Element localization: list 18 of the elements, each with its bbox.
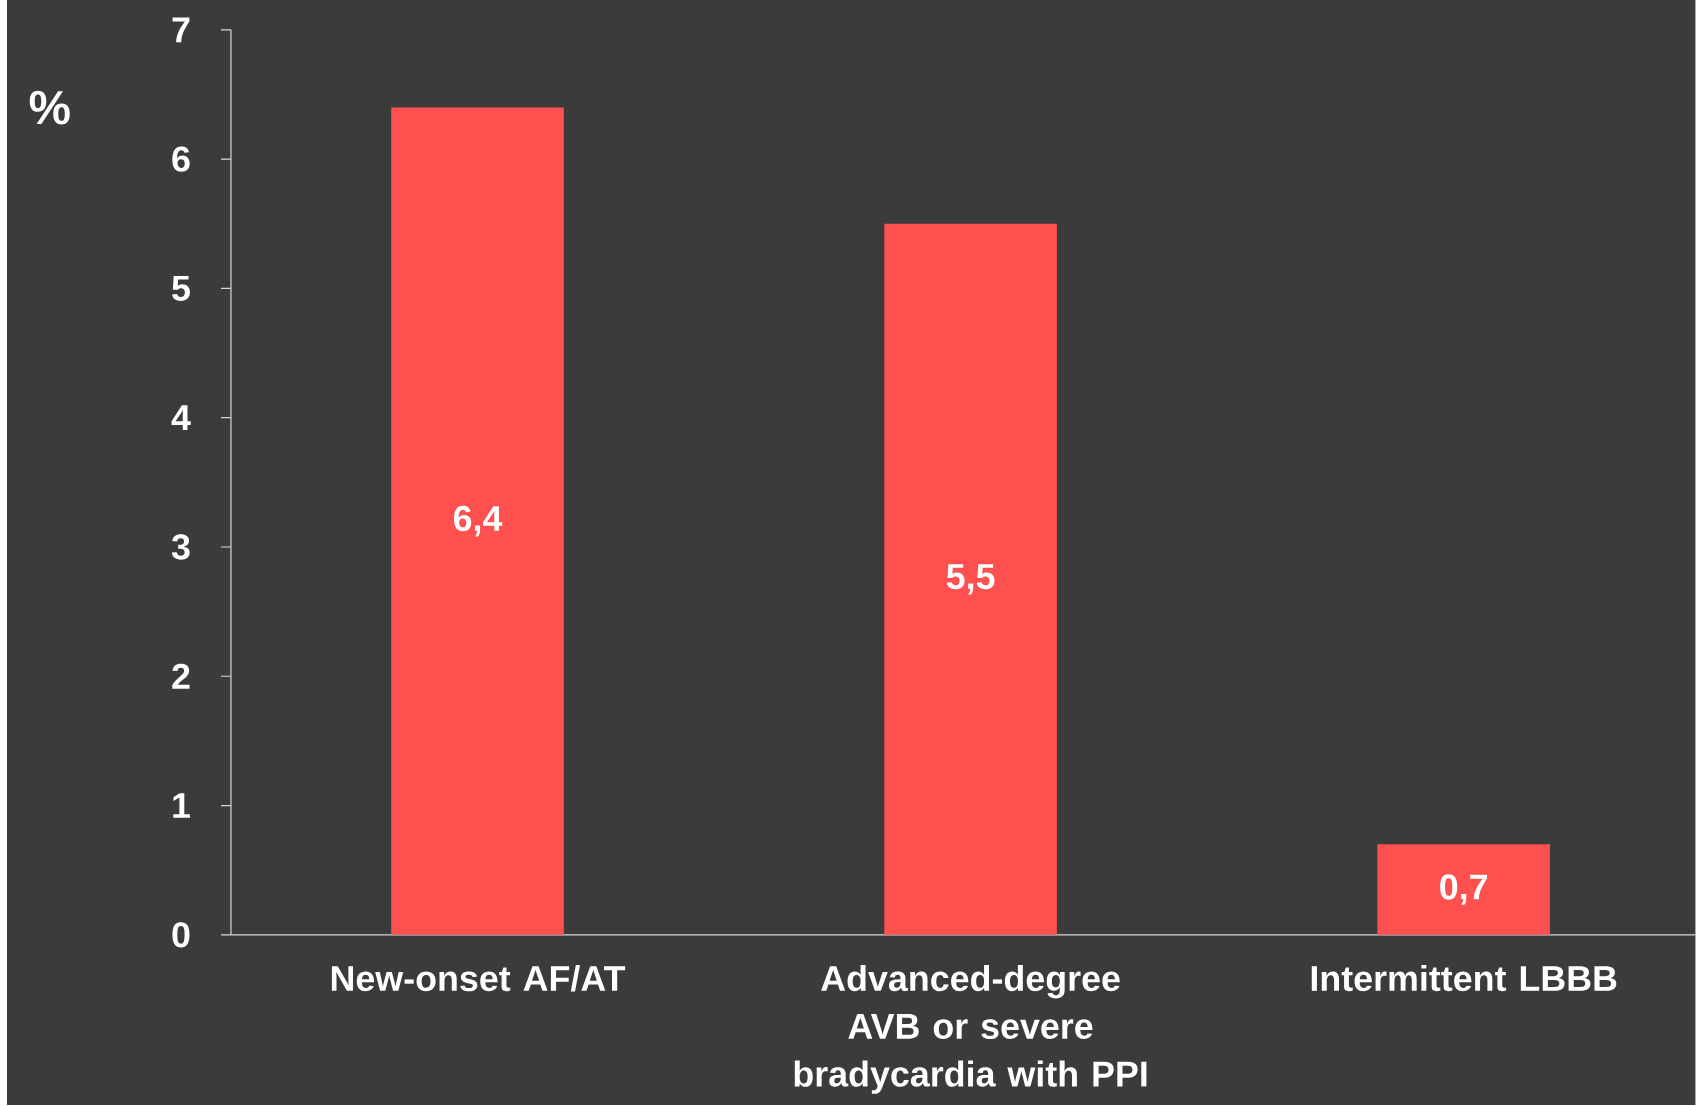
bar	[884, 223, 1057, 935]
data-label: 6,4	[453, 505, 503, 537]
x-tick-label: Intermittent LBBB	[1311, 964, 1617, 992]
y-tick-label: 2	[172, 663, 190, 689]
bar	[391, 107, 564, 935]
y-tick-label: 7	[172, 17, 190, 43]
y-tick-label: 4	[171, 405, 191, 431]
x-tick-label: New-onset AF/AT	[331, 964, 626, 992]
x-tick-label: Advanced-degree AVB or severe bradycardia with PPI	[794, 964, 1147, 1094]
y-tick-label: 1	[173, 793, 190, 818]
y-axis-title: %	[29, 90, 70, 125]
bar	[1377, 844, 1550, 935]
data-label: 5,5	[946, 564, 995, 595]
y-tick-label: 5	[172, 276, 190, 302]
data-label: 0,7	[1440, 874, 1488, 905]
y-tick-label: 6	[172, 146, 190, 172]
y-tick-label: 0	[172, 922, 190, 948]
y-tick-label: 3	[171, 534, 190, 560]
